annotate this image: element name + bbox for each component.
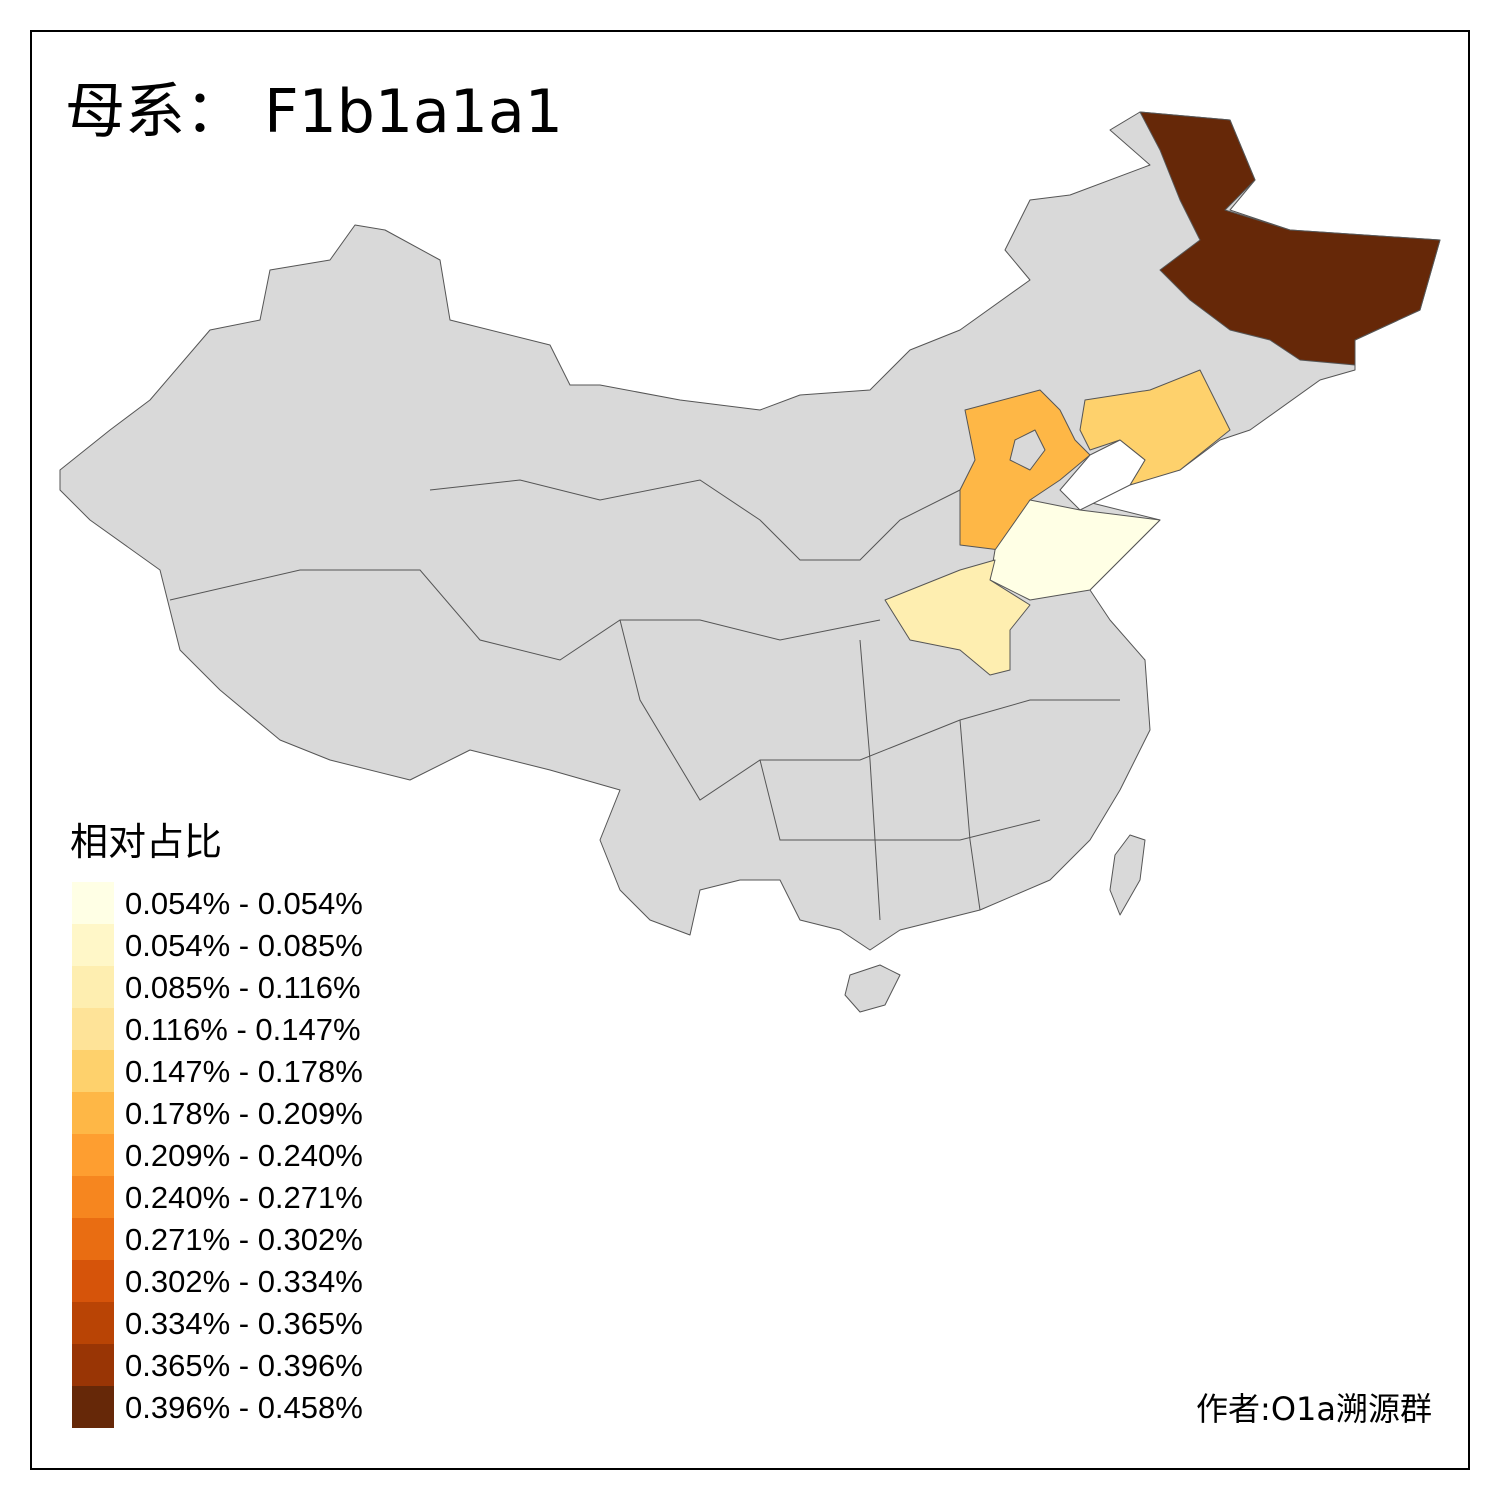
province-border — [859, 639, 881, 921]
island — [1109, 834, 1146, 916]
province — [1009, 429, 1046, 471]
legend-label: 0.054% - 0.085% — [125, 928, 363, 963]
legend: 0.054% - 0.054% 0.054% - 0.085% 0.085% - 0… — [72, 882, 363, 1428]
legend-swatch — [72, 924, 114, 966]
legend-swatch — [72, 966, 114, 1008]
legend-label: 0.240% - 0.271% — [125, 1180, 363, 1215]
legend-swatch — [72, 1176, 114, 1218]
province-highlight — [1139, 111, 1441, 366]
legend-label: 0.396% - 0.458% — [125, 1390, 363, 1425]
legend-label: 0.365% - 0.396% — [125, 1348, 363, 1383]
sea — [1059, 439, 1146, 511]
province-border — [959, 719, 981, 911]
province-highlight — [959, 389, 1091, 551]
legend-swatch — [72, 882, 114, 924]
legend-swatch — [72, 1008, 114, 1050]
legend-label: 0.116% - 0.147% — [125, 1012, 361, 1047]
legend-label: 0.334% - 0.365% — [125, 1306, 363, 1341]
title: 母系： F1b1a1a1 — [65, 77, 563, 147]
legend-label: 0.178% - 0.209% — [125, 1096, 363, 1131]
legend-label: 0.054% - 0.054% — [125, 886, 363, 921]
legend-swatch — [72, 1218, 114, 1260]
legend-swatch — [72, 1050, 114, 1092]
legend-swatch — [72, 1134, 114, 1176]
province-border — [619, 619, 1120, 801]
author-credit: 作者:O1a溯源群 — [1196, 1390, 1432, 1428]
legend-swatch — [72, 1092, 114, 1134]
province-highlight — [884, 559, 1031, 676]
legend-label: 0.147% - 0.178% — [125, 1054, 363, 1089]
legend-label: 0.302% - 0.334% — [125, 1264, 363, 1299]
legend-swatch — [72, 1302, 114, 1344]
island — [844, 964, 901, 1013]
legend-label: 0.085% - 0.116% — [125, 970, 361, 1005]
province-highlight — [989, 499, 1161, 601]
map — [59, 111, 1441, 1013]
country-outline — [59, 111, 1441, 951]
legend-swatch — [72, 1386, 114, 1428]
legend-label: 0.271% - 0.302% — [125, 1222, 363, 1257]
legend-label: 0.209% - 0.240% — [125, 1138, 363, 1173]
legend-title: 相对占比 — [70, 820, 222, 864]
province-border — [759, 759, 1041, 841]
legend-swatch — [72, 1260, 114, 1302]
province-border — [169, 569, 881, 661]
legend-swatch — [72, 1344, 114, 1386]
province-border — [429, 479, 961, 561]
